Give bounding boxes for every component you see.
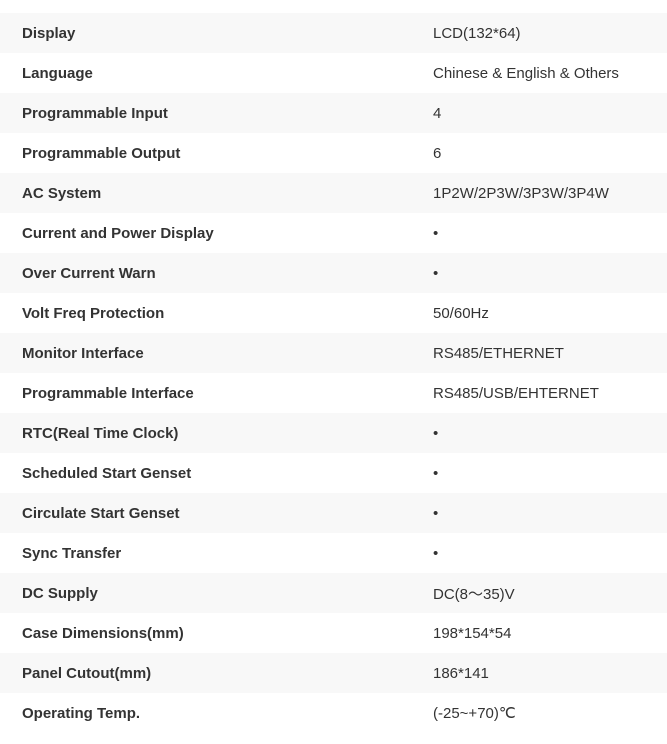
spec-value: 4 (433, 104, 442, 122)
spec-label: Programmable Interface (22, 384, 194, 402)
spec-label: Programmable Input (22, 104, 168, 122)
spec-table: Display LCD(132*64) Language Chinese & E… (0, 13, 667, 733)
spec-label: Monitor Interface (22, 344, 144, 362)
table-row: DC Supply DC(8～35)V (0, 573, 667, 613)
spec-label: Sync Transfer (22, 544, 122, 562)
table-row: AC System 1P2W/2P3W/3P3W/3P4W (0, 173, 667, 213)
spec-value: Chinese & English & Others (433, 64, 619, 82)
spec-label: Current and Power Display (22, 224, 214, 242)
spec-value: 198*154*54 (433, 624, 512, 642)
table-row: Monitor Interface RS485/ETHERNET (0, 333, 667, 373)
spec-value: • (433, 504, 439, 522)
spec-label: RTC(Real Time Clock) (22, 424, 179, 442)
spec-value: 6 (433, 144, 442, 162)
spec-value: • (433, 224, 439, 242)
spec-value: • (433, 464, 439, 482)
table-row: Panel Cutout(mm) 186*141 (0, 653, 667, 693)
table-row: Scheduled Start Genset • (0, 453, 667, 493)
table-row: Display LCD(132*64) (0, 13, 667, 53)
table-row: Case Dimensions(mm) 198*154*54 (0, 613, 667, 653)
spec-value: • (433, 544, 439, 562)
table-row: Circulate Start Genset • (0, 493, 667, 533)
spec-label: Panel Cutout(mm) (22, 664, 152, 682)
spec-value: RS485/ETHERNET (433, 344, 564, 362)
spec-label: AC System (22, 184, 102, 202)
spec-label: Operating Temp. (22, 704, 141, 722)
spec-label: Scheduled Start Genset (22, 464, 192, 482)
table-row: RTC(Real Time Clock) • (0, 413, 667, 453)
table-row: Over Current Warn • (0, 253, 667, 293)
spec-label: Over Current Warn (22, 264, 156, 282)
table-row: Language Chinese & English & Others (0, 53, 667, 93)
spec-label: Case Dimensions(mm) (22, 624, 184, 642)
spec-value: LCD(132*64) (433, 24, 521, 42)
spec-label: DC Supply (22, 584, 98, 602)
spec-value: 50/60Hz (433, 304, 489, 322)
table-row: Operating Temp. (-25~+70)℃ (0, 693, 667, 733)
spec-label: Language (22, 64, 93, 82)
table-row: Programmable Interface RS485/USB/EHTERNE… (0, 373, 667, 413)
spec-label: Display (22, 24, 76, 42)
table-row: Programmable Input 4 (0, 93, 667, 133)
table-row: Sync Transfer • (0, 533, 667, 573)
spec-label: Programmable Output (22, 144, 181, 162)
spec-value: (-25~+70)℃ (433, 705, 516, 722)
spec-label: Circulate Start Genset (22, 504, 180, 522)
spec-value: RS485/USB/EHTERNET (433, 384, 599, 402)
spec-value: • (433, 264, 439, 282)
table-row: Programmable Output 6 (0, 133, 667, 173)
spec-label: Volt Freq Protection (22, 304, 165, 322)
table-row: Volt Freq Protection 50/60Hz (0, 293, 667, 333)
spec-value: DC(8～35)V (433, 585, 515, 603)
spec-value: 186*141 (433, 664, 489, 682)
spec-value: 1P2W/2P3W/3P3W/3P4W (433, 184, 609, 202)
spec-value: • (433, 424, 439, 442)
table-row: Current and Power Display • (0, 213, 667, 253)
